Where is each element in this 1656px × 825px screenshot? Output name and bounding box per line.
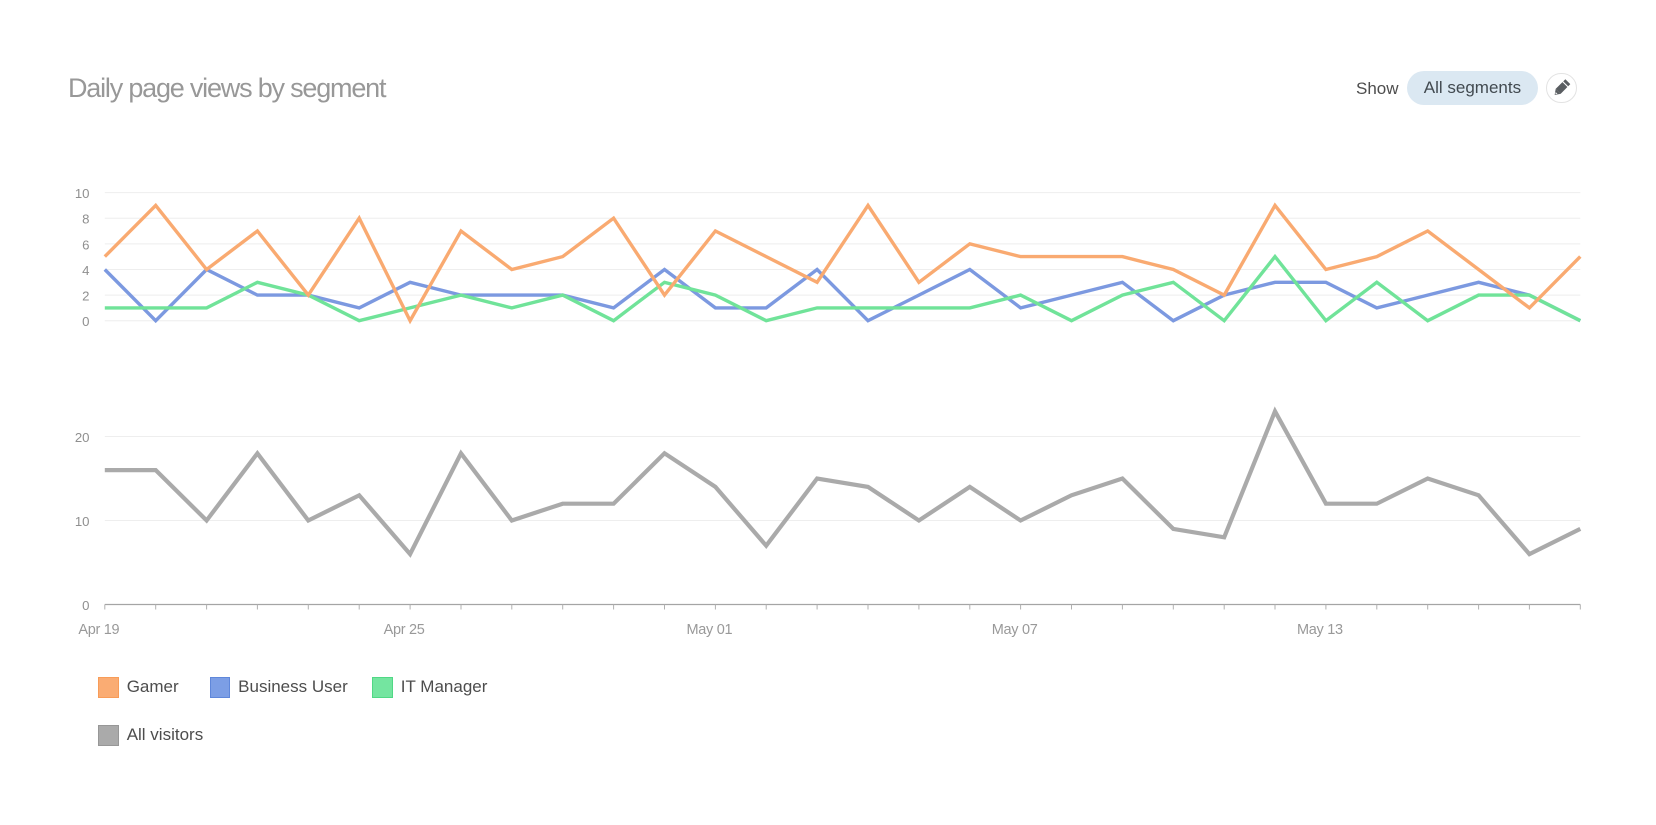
svg-text:10: 10 bbox=[75, 186, 90, 201]
svg-text:8: 8 bbox=[82, 212, 89, 227]
svg-text:6: 6 bbox=[82, 237, 89, 252]
svg-text:20: 20 bbox=[75, 430, 90, 445]
svg-text:0: 0 bbox=[82, 598, 89, 613]
svg-text:May 13: May 13 bbox=[1297, 622, 1343, 638]
svg-text:May 01: May 01 bbox=[687, 622, 733, 638]
svg-text:0: 0 bbox=[82, 314, 89, 329]
svg-text:4: 4 bbox=[82, 263, 89, 278]
svg-text:Apr 25: Apr 25 bbox=[384, 622, 425, 638]
svg-text:2: 2 bbox=[82, 289, 89, 304]
svg-text:Apr 19: Apr 19 bbox=[78, 622, 119, 638]
svg-text:10: 10 bbox=[75, 514, 90, 529]
svg-text:May 07: May 07 bbox=[992, 622, 1038, 638]
